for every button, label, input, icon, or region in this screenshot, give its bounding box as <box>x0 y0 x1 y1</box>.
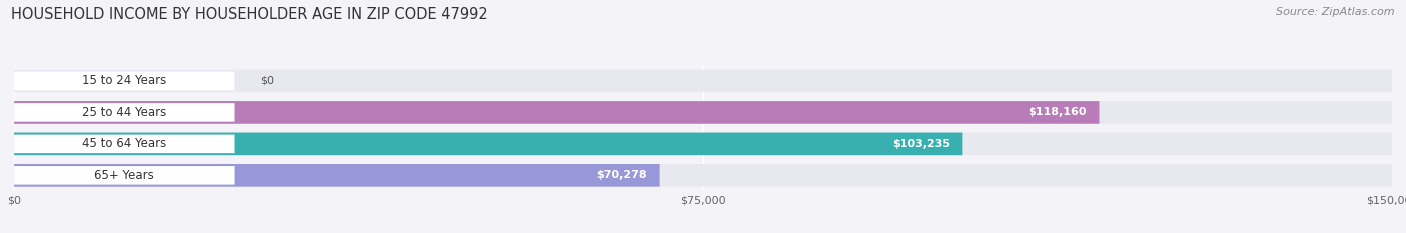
FancyBboxPatch shape <box>14 164 1392 187</box>
Text: 45 to 64 Years: 45 to 64 Years <box>82 137 166 150</box>
Text: 25 to 44 Years: 25 to 44 Years <box>82 106 166 119</box>
FancyBboxPatch shape <box>14 70 1392 92</box>
FancyBboxPatch shape <box>14 135 235 153</box>
FancyBboxPatch shape <box>14 101 1392 124</box>
FancyBboxPatch shape <box>14 101 1099 124</box>
FancyBboxPatch shape <box>14 133 1392 155</box>
Text: 65+ Years: 65+ Years <box>94 169 155 182</box>
FancyBboxPatch shape <box>14 164 659 187</box>
FancyBboxPatch shape <box>14 166 235 185</box>
FancyBboxPatch shape <box>14 103 235 122</box>
FancyBboxPatch shape <box>14 133 962 155</box>
FancyBboxPatch shape <box>14 72 235 90</box>
Text: $70,278: $70,278 <box>596 170 647 180</box>
Text: HOUSEHOLD INCOME BY HOUSEHOLDER AGE IN ZIP CODE 47992: HOUSEHOLD INCOME BY HOUSEHOLDER AGE IN Z… <box>11 7 488 22</box>
Text: 15 to 24 Years: 15 to 24 Years <box>82 75 166 87</box>
Text: $103,235: $103,235 <box>891 139 949 149</box>
Text: Source: ZipAtlas.com: Source: ZipAtlas.com <box>1277 7 1395 17</box>
Text: $0: $0 <box>260 76 274 86</box>
Text: $118,160: $118,160 <box>1028 107 1087 117</box>
